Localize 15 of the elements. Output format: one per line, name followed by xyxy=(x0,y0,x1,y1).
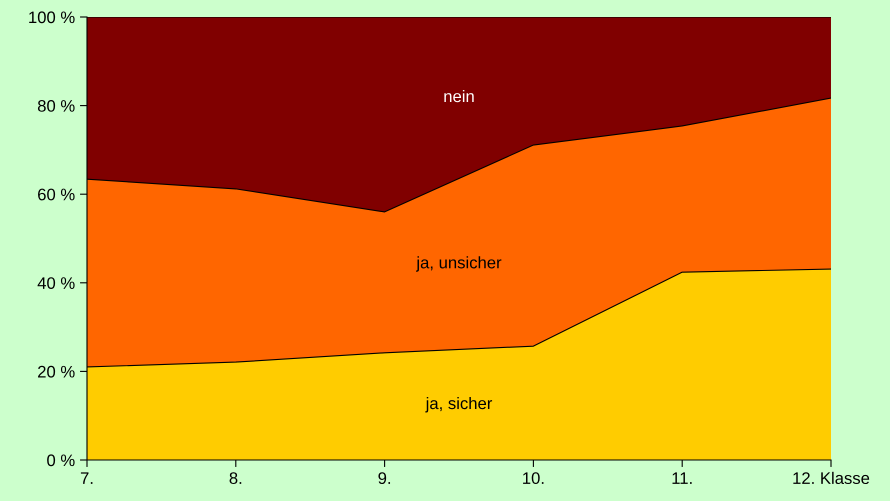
x-tick-label: 7. xyxy=(80,472,92,484)
x-tick-label: 11. xyxy=(672,472,692,484)
x-tick-label: 9. xyxy=(378,472,390,484)
y-tick-label: 60 % xyxy=(38,188,75,200)
x-tick-label: 10. xyxy=(523,472,544,484)
y-tick-label: 40 % xyxy=(38,277,75,290)
series-label: ja, sicher xyxy=(425,396,492,413)
series-label: ja, unsicher xyxy=(416,256,502,272)
y-tick-label: 80 % xyxy=(38,100,75,112)
x-tick-label: 12. Klasse xyxy=(793,472,870,484)
y-tick-label: 20 % xyxy=(38,366,75,378)
y-tick-label: 0 % xyxy=(47,454,75,466)
x-tick-label: 8. xyxy=(230,472,242,484)
y-tick-label: 100 % xyxy=(29,11,75,24)
series-label: nein xyxy=(444,90,474,102)
